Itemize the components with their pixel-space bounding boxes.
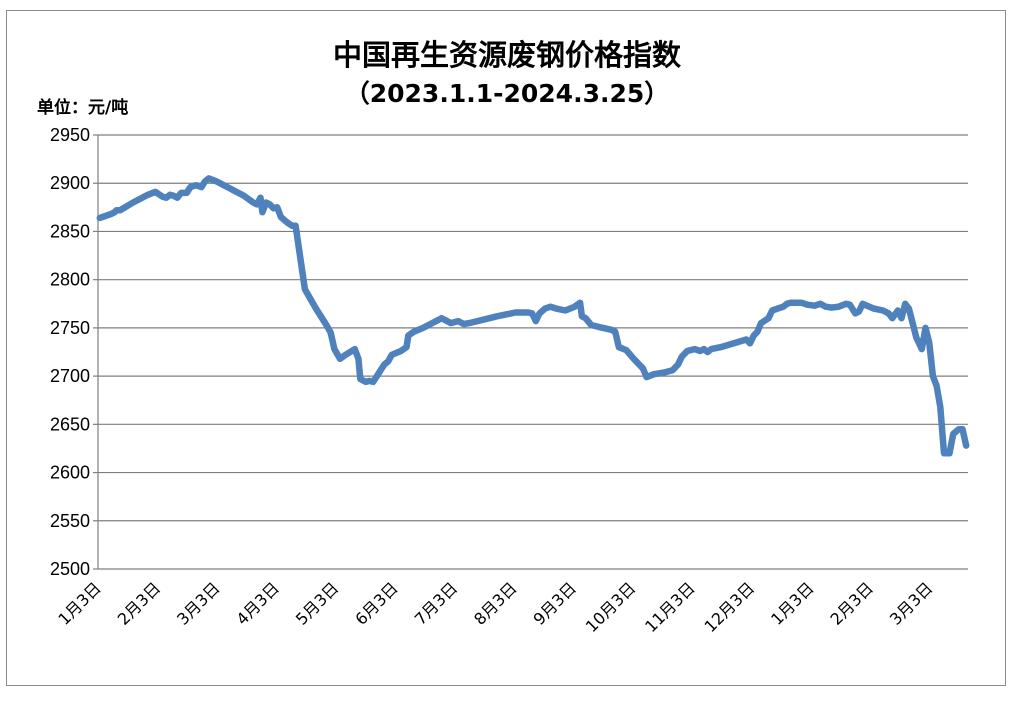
x-tick-label: 1月3日 <box>767 578 817 628</box>
y-axis-ticks: 2950 2900 2850 2800 2750 2700 2650 2600 2550 2500 <box>50 125 90 579</box>
chart-subtitle: （2023.1.1-2024.3.25） <box>345 79 670 108</box>
x-tick-label: 3月3日 <box>886 578 936 628</box>
y-tick-label: 2650 <box>50 414 90 434</box>
x-tick-label: 2月3日 <box>827 578 877 628</box>
gridlines <box>98 134 968 522</box>
x-axis-ticks: 1月3日 2月3日 3月3日 4月3日 5月3日 6月3日 7月3日 8月3日 9月3日 10月3… <box>54 578 936 636</box>
chart-frame: 中国再生资源废钢价格指数 （2023.1.1-2024.3.25） 单位：元/吨… <box>6 10 1006 686</box>
unit-label: 单位：元/吨 <box>37 97 128 118</box>
x-tick-label: 1月3日 <box>54 578 104 628</box>
y-tick-label: 2500 <box>50 559 90 579</box>
x-tick-label: 9月3日 <box>530 578 580 628</box>
y-tick-label: 2950 <box>50 125 90 145</box>
y-tick-label: 2850 <box>50 221 90 241</box>
x-tick-label: 5月3日 <box>292 578 342 628</box>
x-tick-label: 11月3日 <box>641 578 699 636</box>
series-line <box>96 175 970 457</box>
y-tick-label: 2800 <box>50 270 90 290</box>
x-tick-label: 8月3日 <box>470 578 520 628</box>
x-tick-label: 6月3日 <box>351 578 401 628</box>
y-tick-label: 2700 <box>50 366 90 386</box>
y-tick-label: 2600 <box>50 463 90 483</box>
x-tick-label: 2月3日 <box>114 578 164 628</box>
chart-title: 中国再生资源废钢价格指数 <box>333 38 682 72</box>
axes <box>93 134 968 570</box>
chart-svg: 中国再生资源废钢价格指数 （2023.1.1-2024.3.25） 单位：元/吨… <box>37 38 970 636</box>
x-tick-label: 7月3日 <box>411 578 461 628</box>
series-layer <box>96 175 970 457</box>
x-tick-label: 4月3日 <box>233 578 283 628</box>
x-tick-label: 3月3日 <box>173 578 223 628</box>
y-tick-label: 2900 <box>50 173 90 193</box>
y-tick-label: 2550 <box>50 511 90 531</box>
x-tick-label: 12月3日 <box>701 578 759 636</box>
x-tick-label: 10月3日 <box>582 578 640 636</box>
y-tick-label: 2750 <box>50 318 90 338</box>
